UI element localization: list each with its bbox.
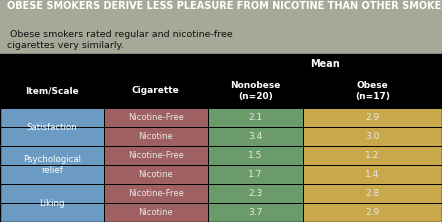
Bar — [208, 127, 303, 146]
Text: Nicotine: Nicotine — [138, 170, 173, 179]
Text: Liking: Liking — [39, 198, 65, 208]
Bar — [208, 108, 303, 127]
Bar — [208, 184, 303, 203]
Bar — [104, 127, 208, 146]
Bar — [303, 165, 442, 184]
Text: Psychological
relief: Psychological relief — [23, 155, 81, 175]
Text: 3.7: 3.7 — [248, 208, 263, 217]
Text: Obese
(n=17): Obese (n=17) — [355, 81, 390, 101]
Bar — [208, 203, 303, 222]
Bar — [208, 146, 303, 165]
Text: Obese smokers rated regular and nicotine-free
cigarettes very similarly.: Obese smokers rated regular and nicotine… — [7, 30, 232, 50]
Text: Mean: Mean — [310, 59, 340, 69]
Bar — [0, 203, 104, 222]
Bar — [303, 108, 442, 127]
Bar — [104, 108, 208, 127]
Bar — [104, 165, 208, 184]
Bar — [104, 184, 208, 203]
Bar — [303, 127, 442, 146]
Text: 1.5: 1.5 — [248, 151, 263, 160]
Bar — [0, 127, 104, 146]
Text: 1.7: 1.7 — [248, 170, 263, 179]
Text: 2.3: 2.3 — [248, 189, 263, 198]
Bar — [104, 146, 208, 165]
Text: Nonobese
(n=20): Nonobese (n=20) — [230, 81, 280, 101]
Text: Item/Scale: Item/Scale — [25, 86, 79, 95]
Text: 1.4: 1.4 — [365, 170, 380, 179]
Text: 2.9: 2.9 — [365, 208, 380, 217]
Bar — [303, 184, 442, 203]
Text: OBESE SMOKERS DERIVE LESS PLEASURE FROM NICOTINE THAN OTHER SMOKERS: OBESE SMOKERS DERIVE LESS PLEASURE FROM … — [7, 1, 442, 11]
Bar — [208, 74, 303, 108]
Bar — [104, 203, 208, 222]
Text: Nicotine: Nicotine — [138, 132, 173, 141]
Bar — [303, 203, 442, 222]
Text: Nicotine-Free: Nicotine-Free — [128, 189, 184, 198]
Text: 3.4: 3.4 — [248, 132, 263, 141]
Bar — [0, 146, 104, 165]
Bar — [208, 165, 303, 184]
Bar — [0, 184, 104, 203]
Bar — [208, 54, 442, 74]
Bar — [0, 54, 208, 74]
Text: Nicotine-Free: Nicotine-Free — [128, 151, 184, 160]
Bar — [303, 74, 442, 108]
Text: 1.2: 1.2 — [365, 151, 380, 160]
Text: 3.0: 3.0 — [365, 132, 380, 141]
Bar — [0, 74, 104, 108]
Text: Cigarette: Cigarette — [132, 86, 180, 95]
Bar — [0, 165, 104, 184]
Bar — [303, 146, 442, 165]
Text: 2.1: 2.1 — [248, 113, 263, 122]
Bar — [104, 74, 208, 108]
Text: Satisfaction: Satisfaction — [27, 123, 77, 131]
Text: Nicotine: Nicotine — [138, 208, 173, 217]
Text: Nicotine-Free: Nicotine-Free — [128, 113, 184, 122]
Bar — [0, 108, 104, 127]
Text: 2.8: 2.8 — [365, 189, 380, 198]
Text: 2.9: 2.9 — [365, 113, 380, 122]
